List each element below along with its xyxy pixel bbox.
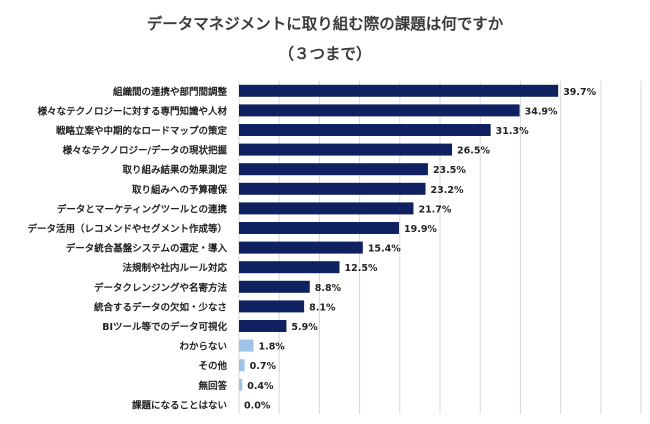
data-label: 0.7% <box>250 361 277 372</box>
category-label: データとマーケティングツールとの連携 <box>57 203 228 215</box>
data-label: 0.0% <box>244 400 271 411</box>
data-label: 15.4% <box>368 244 401 255</box>
bar <box>239 261 340 274</box>
category-label: わからない <box>179 342 227 353</box>
bar <box>239 359 245 372</box>
category-label: 戦略立案や中期的なロードマップの策定 <box>56 125 228 137</box>
data-label: 5.9% <box>291 322 318 333</box>
category-label: 取り組み結果の効果測定 <box>122 164 227 176</box>
category-label: 課題になることはない <box>132 399 227 411</box>
category-label: 法規制や社内ルール対応 <box>122 262 227 274</box>
category-label: データ統合基盤システムの選定・導入 <box>66 243 228 255</box>
data-label: 0.4% <box>247 381 274 392</box>
bar <box>239 143 453 156</box>
bar <box>239 241 363 254</box>
bar <box>239 222 399 234</box>
category-label: 無回答 <box>198 380 227 392</box>
data-label: 39.7% <box>563 87 596 98</box>
bar <box>239 339 254 352</box>
data-label: 23.2% <box>431 185 464 196</box>
data-label: 8.1% <box>309 302 336 313</box>
bar <box>239 378 243 391</box>
data-label: 8.8% <box>315 283 342 294</box>
data-label: 34.9% <box>525 106 558 117</box>
category-label: 様々なテクノロジーに対する専門知識や人材 <box>38 105 228 117</box>
bar <box>239 104 520 117</box>
chart-subtitle: （３つまで） <box>278 45 372 63</box>
data-label: 23.5% <box>433 165 466 176</box>
data-label: 19.9% <box>404 224 437 235</box>
bar <box>239 163 428 176</box>
bar <box>239 182 426 195</box>
category-label: 様々なテクノロジー/データの現状把握 <box>63 145 228 157</box>
bar <box>239 84 559 97</box>
data-label: 31.3% <box>496 126 529 137</box>
data-label: 21.7% <box>418 204 451 215</box>
bar <box>239 300 305 313</box>
data-label: 26.5% <box>457 146 490 157</box>
bar <box>239 320 287 332</box>
category-label: その他 <box>198 360 227 372</box>
bar <box>239 202 414 215</box>
chart-title: データマネジメントに取り組む際の課題は何ですか <box>146 15 504 33</box>
category-label: BIツール等でのデータ可視化 <box>102 321 227 333</box>
category-label: 組織間の連携や部門間調整 <box>113 86 228 98</box>
category-label: 統合するデータの欠如・少なさ <box>94 301 227 313</box>
data-label: 12.5% <box>345 263 378 274</box>
bar <box>239 124 491 136</box>
category-label: データ活用（レコメンドやセグメント作成等） <box>27 223 227 235</box>
bar <box>239 280 310 293</box>
category-label: 取り組みへの予算確保 <box>132 184 228 196</box>
category-label: データクレンジングや名寄方法 <box>94 282 228 294</box>
data-label: 1.8% <box>258 342 285 353</box>
